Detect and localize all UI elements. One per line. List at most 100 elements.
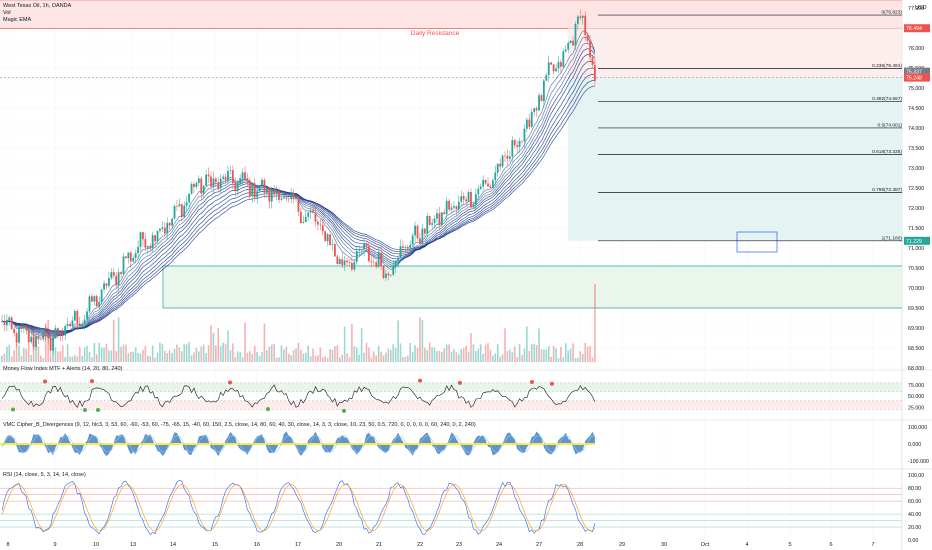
- candle-body: [472, 204, 475, 208]
- candle-body: [239, 178, 242, 184]
- vmc-wave: [2, 431, 595, 457]
- volume-bar: [287, 353, 290, 362]
- volume-bar: [151, 345, 154, 362]
- rsi-title[interactable]: RSI (14, close, 5, 3, 14, 14, close): [3, 472, 86, 478]
- volume-bar: [392, 344, 395, 362]
- candle-body: [1, 321, 3, 322]
- volume-bar: [112, 319, 115, 362]
- volume-bar: [460, 348, 463, 362]
- stop-area: [568, 28, 902, 79]
- volume-bar: [156, 352, 159, 362]
- volume-bar: [76, 356, 79, 362]
- vol-legend[interactable]: Vol: [3, 10, 11, 16]
- volume-bar: [368, 347, 370, 362]
- candle-body: [404, 246, 407, 248]
- volume-bar: [78, 346, 81, 362]
- candle-body: [542, 80, 545, 102]
- volume-bar: [108, 350, 110, 362]
- volume-bar: [443, 348, 446, 362]
- candle-body: [584, 15, 587, 36]
- volume-bar: [27, 342, 30, 362]
- price-tick-label: 74.500: [908, 106, 924, 112]
- mfi-oversold-dot: [266, 407, 270, 412]
- volume-bar: [71, 356, 74, 362]
- candle-body: [508, 156, 511, 159]
- volume-bar: [516, 357, 518, 362]
- candle-body: [368, 246, 370, 262]
- candle-body: [117, 272, 120, 286]
- mfi-overbought-dot: [418, 378, 422, 383]
- mfi-oversold-dot: [342, 408, 346, 413]
- volume-bar: [482, 354, 484, 362]
- candle-body: [185, 202, 188, 206]
- candle-body: [331, 244, 334, 246]
- volume-bar: [256, 352, 258, 362]
- volume-bar: [348, 357, 351, 362]
- volume-bar: [533, 343, 535, 362]
- volume-bar: [105, 343, 108, 362]
- volume-bar: [569, 348, 572, 362]
- volume-bar: [377, 345, 380, 362]
- candle-body: [139, 232, 142, 247]
- volume-bar: [198, 351, 200, 362]
- candle-body: [268, 187, 271, 202]
- candle-body: [263, 179, 266, 193]
- volume-bar: [307, 345, 309, 362]
- candle-body: [251, 183, 254, 197]
- volume-bar: [40, 355, 42, 362]
- volume-bar: [504, 328, 506, 362]
- price-tick-label: 73.000: [908, 166, 924, 172]
- volume-bar: [258, 355, 261, 362]
- candle-body: [278, 191, 280, 200]
- candle-body: [560, 62, 562, 67]
- candle-body: [533, 108, 536, 112]
- volume-bar: [555, 348, 557, 362]
- x-tick-label: 29: [619, 542, 625, 548]
- volume-bar: [526, 326, 528, 362]
- candle-body: [351, 262, 353, 270]
- candle-body: [178, 204, 181, 207]
- volume-bar: [283, 349, 285, 362]
- candle-body: [210, 176, 212, 187]
- volume-bar: [496, 344, 499, 362]
- volume-bar: [543, 349, 545, 362]
- candle-body: [144, 239, 147, 248]
- volume-bar: [137, 352, 139, 362]
- candle-body: [241, 172, 244, 179]
- volume-bar: [470, 332, 472, 362]
- candle-body: [146, 245, 149, 248]
- candle-body: [577, 16, 579, 24]
- volume-bar: [402, 357, 404, 362]
- candle-body: [197, 178, 200, 183]
- candle-body: [200, 178, 203, 194]
- vmc-title[interactable]: VMC Cipher_B_Divergences (9, 12, hlc3, 3…: [3, 422, 476, 428]
- candle-body: [88, 296, 91, 312]
- volume-bar: [326, 357, 329, 362]
- volume-bar: [346, 353, 348, 362]
- candle-body: [71, 320, 74, 327]
- volume-bar: [251, 354, 254, 362]
- magic-ema-legend[interactable]: Magic EMA: [3, 17, 32, 23]
- volume-bar: [411, 351, 414, 362]
- candle-body: [214, 178, 217, 183]
- volume-bar: [219, 346, 222, 362]
- volume-bar: [324, 356, 326, 362]
- volume-bar: [535, 345, 538, 362]
- volume-bar: [149, 356, 152, 362]
- volume-bar: [134, 347, 137, 362]
- candle-body: [363, 243, 365, 250]
- symbol-title[interactable]: West Texas Oil, 1h, OANDA: [3, 3, 72, 9]
- candle-body: [285, 197, 288, 199]
- candle-body: [246, 178, 249, 181]
- candle-body: [448, 200, 451, 210]
- x-tick-label: 22: [417, 542, 423, 548]
- candle-body: [95, 296, 98, 307]
- volume-bar: [183, 344, 186, 362]
- volume-bar: [268, 346, 271, 362]
- mfi-title[interactable]: Money Flow Index MTF + Alerts (14, 20, 8…: [3, 366, 123, 372]
- candle-body: [414, 225, 416, 236]
- volume-bar: [15, 343, 18, 362]
- volume-bar: [365, 342, 368, 362]
- volume-bar: [397, 320, 399, 362]
